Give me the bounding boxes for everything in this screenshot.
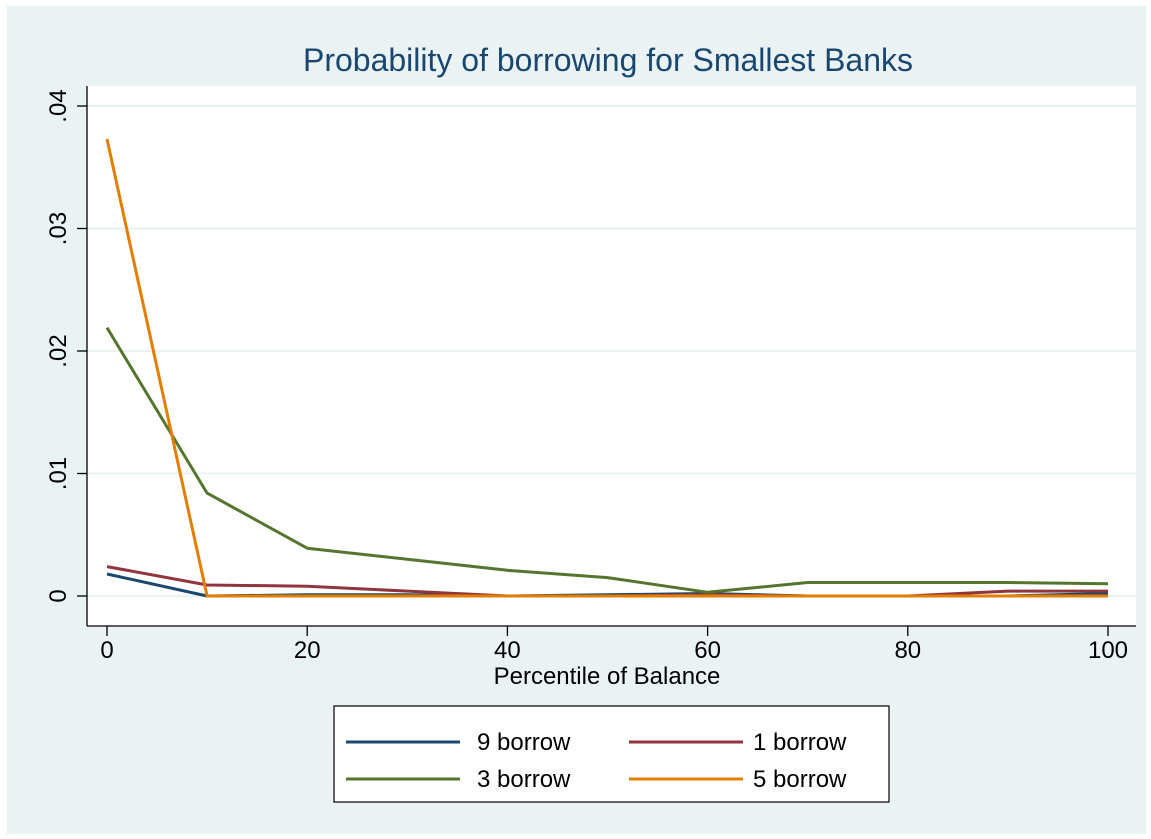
chart-svg: Probability of borrowing for Smallest Ba… <box>45 42 1136 803</box>
x-tick-label: 0 <box>100 637 113 664</box>
series-lines <box>105 138 1109 598</box>
x-axis-title: Percentile of Balance <box>494 663 721 690</box>
x-tick-label: 80 <box>894 637 921 664</box>
y-tick-label: .02 <box>45 334 72 367</box>
chart-figure: Probability of borrowing for Smallest Ba… <box>7 6 1146 834</box>
legend-label: 5 borrow <box>753 766 847 793</box>
y-tick-label: .01 <box>45 457 72 490</box>
plot-area <box>87 86 1136 626</box>
legend: 9 borrow 1 borrow 3 borrow 5 borrow <box>333 705 890 803</box>
legend-label: 1 borrow <box>753 729 847 756</box>
x-tick-label: 20 <box>294 637 321 664</box>
legend-label: 9 borrow <box>477 729 571 756</box>
series-line-5-borrow <box>105 138 1108 598</box>
y-tick-label: 0 <box>45 589 72 602</box>
x-tick-label: 100 <box>1088 637 1128 664</box>
legend-box <box>333 705 890 803</box>
legend-label: 3 borrow <box>477 766 571 793</box>
y-tick-label: .03 <box>45 212 72 245</box>
y-tick-label: .04 <box>45 89 72 122</box>
y-axis: 0 .01 .02 .03 .04 <box>45 86 88 626</box>
x-axis: 0 20 40 60 80 100 <box>87 625 1136 664</box>
series-line-3-borrow <box>105 326 1109 594</box>
x-tick-label: 60 <box>694 637 721 664</box>
x-tick-label: 40 <box>494 637 521 664</box>
chart-title: Probability of borrowing for Smallest Ba… <box>303 42 913 78</box>
